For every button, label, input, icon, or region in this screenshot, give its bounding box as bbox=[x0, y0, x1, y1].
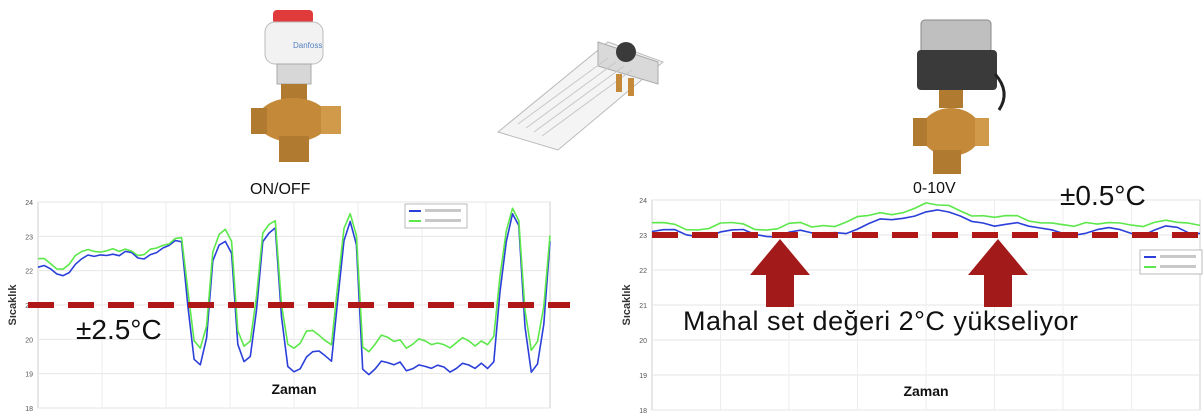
y-axis-label: Sıcaklık bbox=[621, 284, 633, 326]
modulating-valve-image bbox=[913, 19, 1006, 174]
caption-0-10v: 0-10V bbox=[913, 180, 956, 197]
series-line-1 bbox=[37, 212, 551, 376]
on-off-valve-image: Danfoss bbox=[251, 10, 341, 162]
series-line-2 bbox=[37, 207, 551, 353]
y-tick-label: 18 bbox=[25, 406, 33, 413]
svg-text:Danfoss: Danfoss bbox=[293, 41, 322, 50]
y-tick-label: 22 bbox=[639, 268, 647, 275]
up-arrow-icon bbox=[968, 239, 1028, 307]
left-tolerance-label: ±2.5°C bbox=[76, 314, 162, 345]
y-tick-label: 20 bbox=[639, 338, 647, 345]
brass-body bbox=[257, 98, 329, 142]
right-tolerance-label: ±0.5°C bbox=[1060, 180, 1146, 211]
setpoint-rise-note: Mahal set değeri 2°C yükseliyor bbox=[683, 306, 1079, 336]
legend-entry-placeholder bbox=[1160, 255, 1196, 258]
y-tick-label: 20 bbox=[25, 337, 33, 344]
x-axis-label: Zaman bbox=[903, 383, 948, 399]
series-line-2 bbox=[651, 202, 1201, 231]
legend-entry-placeholder bbox=[425, 209, 461, 212]
y-tick-label: 21 bbox=[639, 303, 647, 310]
y-tick-label: 18 bbox=[639, 408, 647, 414]
air-curtain-unit-image bbox=[496, 41, 664, 151]
y-tick-label: 24 bbox=[25, 200, 33, 207]
caption-on-off: ON/OFF bbox=[250, 181, 311, 198]
legend-box bbox=[1139, 249, 1203, 275]
y-tick-label: 22 bbox=[25, 269, 33, 276]
y-tick-label: 19 bbox=[25, 372, 33, 379]
modulating-temperature-chart: 18 19 20 21 22 23 24 Sıcaklık Zaman bbox=[621, 198, 1203, 414]
legend-box bbox=[404, 203, 468, 229]
legend-entry-placeholder bbox=[425, 219, 461, 222]
series-line-1 bbox=[651, 209, 1201, 238]
y-tick-label: 19 bbox=[639, 373, 647, 380]
y-tick-label: 23 bbox=[25, 234, 33, 241]
y-tick-label: 24 bbox=[639, 198, 647, 205]
y-tick-label: 23 bbox=[639, 233, 647, 240]
up-arrow-icon bbox=[750, 239, 810, 307]
legend-entry-placeholder bbox=[1160, 265, 1196, 268]
brass-neck bbox=[281, 84, 307, 100]
y-axis-label: Sıcaklık bbox=[7, 284, 19, 326]
x-axis-label: Zaman bbox=[271, 381, 316, 397]
